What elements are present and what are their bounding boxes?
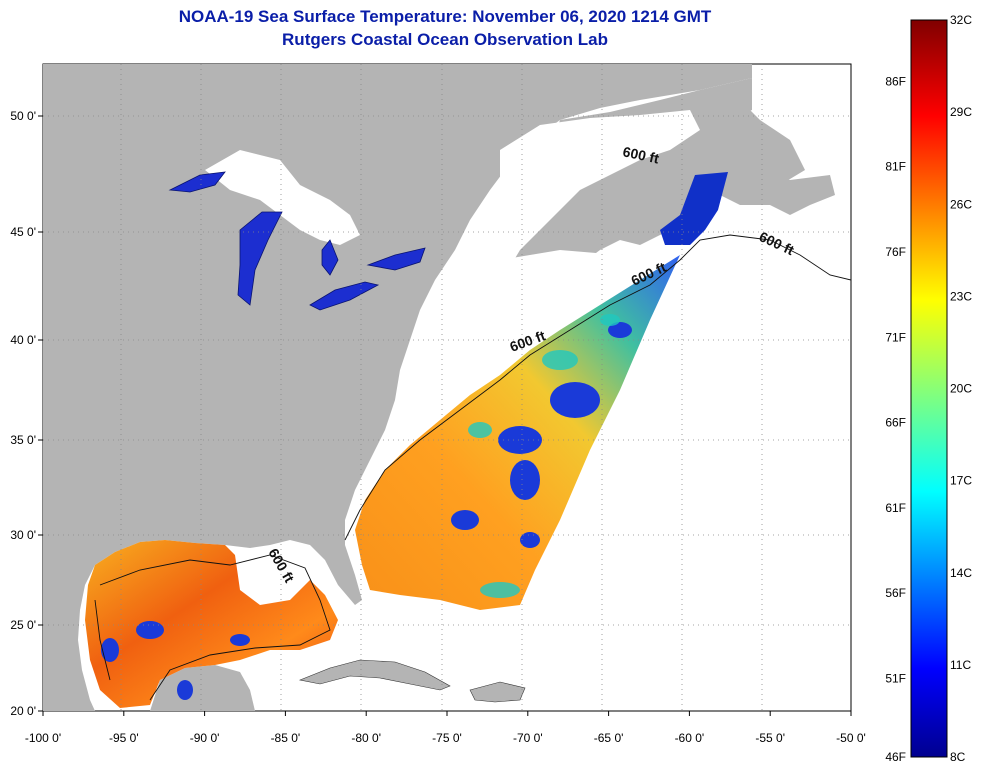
lon-tick-label: -75 0': [432, 731, 462, 745]
colorbar-celsius-labels: 32C 29C 26C 23C 20C 17C 14C 11C 8C: [950, 13, 972, 764]
lat-tick-label: 40 0': [10, 333, 36, 347]
lat-tick-label: 45 0': [10, 225, 36, 239]
contour-label-1: 600 ft: [621, 143, 660, 166]
clouds-great-lakes: [205, 150, 360, 245]
lon-tick-label: -90 0': [190, 731, 220, 745]
clouds-florida: [235, 550, 310, 605]
colorbar-celsius-label: 11C: [950, 658, 971, 672]
colorbar-fahrenheit-labels: 86F 81F 76F 71F 66F 61F 56F 51F 46F: [885, 74, 906, 764]
lon-tick-label: -55 0': [755, 731, 785, 745]
clouds-northeast: [440, 250, 660, 400]
clouds-canada: [500, 110, 700, 275]
colorbar-celsius-label: 8C: [950, 750, 966, 764]
sst-cool-patches: [468, 314, 620, 598]
colorbar-celsius-label: 20C: [950, 382, 972, 396]
colorbar-celsius-label: 23C: [950, 289, 972, 303]
colorbar-celsius-label: 17C: [950, 474, 972, 488]
lon-tick-label: -65 0': [594, 731, 624, 745]
colorbar-celsius-label: 14C: [950, 566, 972, 580]
colorbar-fahrenheit-label: 81F: [885, 160, 906, 174]
colorbar-fahrenheit-label: 61F: [885, 501, 906, 515]
land-north-america: [43, 64, 752, 711]
longitude-axis: -100 0' -95 0' -90 0' -85 0' -80 0' -75 0' -70…: [25, 711, 866, 745]
sst-cold-patches: [101, 322, 632, 700]
colorbar-fahrenheit-label: 71F: [885, 330, 906, 344]
lat-tick-label: 50 0': [10, 109, 36, 123]
map-title: NOAA-19 Sea Surface Temperature: Novembe…: [178, 7, 712, 26]
lat-tick-label: 30 0': [10, 528, 36, 542]
colorbar-fahrenheit-label: 66F: [885, 416, 906, 430]
sst-gulf-st-lawrence: [660, 172, 728, 245]
land-hispaniola: [469, 681, 526, 703]
lon-tick-label: -95 0': [109, 731, 139, 745]
lon-tick-label: -100 0': [25, 731, 61, 745]
colorbar-celsius-label: 29C: [950, 105, 972, 119]
clouds-bahamas: [380, 598, 520, 650]
lon-tick-label: -70 0': [513, 731, 543, 745]
lat-tick-label: 20 0': [10, 704, 36, 718]
colorbar-fahrenheit-label: 56F: [885, 586, 906, 600]
colorbar-fahrenheit-label: 46F: [885, 750, 906, 764]
map-subtitle: Rutgers Coastal Ocean Observation Lab: [282, 30, 608, 49]
sst-gulf-of-mexico: [85, 540, 338, 708]
colorbar-celsius-label: 26C: [950, 197, 972, 211]
colorbar-fahrenheit-label: 86F: [885, 74, 906, 88]
colorbar: [910, 19, 948, 758]
colorbar-fahrenheit-label: 51F: [885, 672, 906, 686]
colorbar-fahrenheit-label: 76F: [885, 245, 906, 259]
colorbar-celsius-label: 32C: [950, 13, 972, 27]
latitude-axis: 50 0' 45 0' 40 0' 35 0' 30 0' 25 0' 20 0': [10, 109, 43, 718]
lat-tick-label: 35 0': [10, 433, 36, 447]
lon-tick-label: -80 0': [351, 731, 381, 745]
land-cuba: [298, 659, 451, 691]
lat-tick-label: 25 0': [10, 618, 36, 632]
lon-tick-label: -50 0': [836, 731, 866, 745]
lon-tick-label: -60 0': [675, 731, 705, 745]
land-newfoundland: [700, 100, 805, 185]
lon-tick-label: -85 0': [271, 731, 301, 745]
land-yucatan: [150, 665, 255, 711]
isobath-600ft: [94, 234, 851, 701]
